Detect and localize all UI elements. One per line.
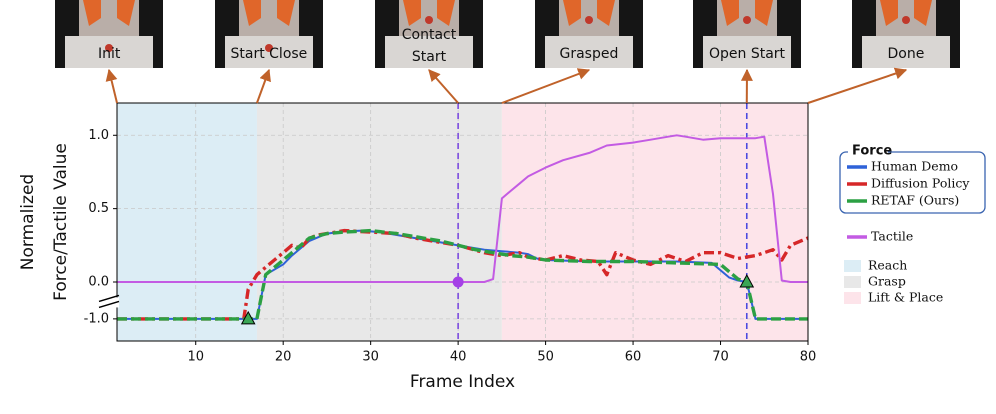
series-line (117, 228, 809, 321)
thumbnail-label: Open Start (709, 46, 786, 62)
x-tick-label: 80 (800, 350, 817, 365)
x-tick-label: 20 (275, 350, 292, 365)
legend-swatch (844, 292, 861, 304)
thumbnail (693, 0, 801, 68)
legend-label: Lift & Place (868, 290, 943, 305)
thumb-gripper (437, 0, 455, 26)
legend-box (839, 151, 986, 214)
callout-arrow (807, 67, 908, 104)
legend-label: RETAF (Ours) (871, 193, 959, 208)
region (256, 103, 502, 341)
thumb-object (105, 44, 113, 52)
axis-break (98, 300, 120, 309)
thumbnail (535, 0, 643, 68)
plot-frame (116, 102, 809, 342)
x-tick-label: 40 (450, 350, 467, 365)
thumb-object (585, 16, 593, 24)
thumbnail-label: Init (98, 46, 121, 62)
marker (240, 310, 256, 325)
thumb-object (425, 16, 433, 24)
thumb-gripper (721, 0, 739, 26)
x-tick-label: 30 (362, 350, 379, 365)
thumbnail (852, 0, 960, 68)
legend-label: Tactile (871, 229, 913, 244)
thumb-gripper (914, 0, 932, 26)
thumbnail-label: Start Close (230, 46, 308, 62)
marker (739, 273, 755, 288)
callout-arrow (428, 69, 459, 104)
axis-break-gap (97, 297, 119, 308)
marker (452, 276, 464, 288)
y-tick-label: 0.5 (88, 201, 109, 216)
legend-label: Reach (868, 258, 907, 273)
thumb-gripper (597, 0, 615, 26)
y-tick-label: 1.0 (88, 128, 109, 143)
legend-title: Force (852, 144, 892, 159)
x-tick-label: 70 (712, 350, 729, 365)
x-tick-label: 10 (187, 350, 204, 365)
callout-arrow (105, 68, 118, 104)
thumbnail (55, 0, 163, 68)
thumb-table (385, 36, 473, 68)
y-tick-label: -1.0 (84, 311, 109, 326)
thumb-gripper (403, 0, 421, 26)
series-line (117, 228, 808, 321)
region (501, 103, 808, 341)
axis-break (98, 294, 120, 303)
thumb-gripper (243, 0, 261, 26)
series-line (117, 134, 808, 283)
legend-label: Diffusion Policy (871, 176, 970, 191)
thumb-gripper (83, 0, 101, 26)
thumb-gripper (277, 0, 295, 26)
thumb-object (265, 44, 273, 52)
x-tick-label: 50 (537, 350, 554, 365)
y-tick-label: 0.0 (88, 275, 109, 290)
thumb-table (862, 36, 950, 68)
y-axis-label: Normalized (18, 174, 38, 270)
x-axis-label: Frame Index (410, 372, 515, 392)
x-tick-label: 60 (625, 350, 642, 365)
thumbnail (375, 0, 483, 68)
callout-arrow (501, 68, 591, 104)
thumbnail-label: Contact Start (401, 27, 457, 65)
thumb-table (703, 36, 791, 68)
thumb-gripper (755, 0, 773, 26)
thumbnail-label: Grasped (559, 46, 619, 62)
region (117, 103, 257, 341)
thumb-gripper (880, 0, 898, 26)
legend-label: Grasp (868, 274, 906, 289)
thumb-table (545, 36, 633, 68)
thumb-gripper (117, 0, 135, 26)
y-axis-label: Force/Tactile Value (51, 143, 71, 301)
thumb-object (902, 16, 910, 24)
callout-arrow (256, 68, 271, 104)
thumbnail (215, 0, 323, 68)
legend-swatch (844, 276, 861, 288)
thumb-object (743, 16, 751, 24)
thumbnail-label: Done (887, 46, 925, 62)
legend-title-bg (848, 144, 888, 158)
legend-label: Human Demo (871, 159, 958, 174)
thumb-gripper (563, 0, 581, 26)
series-line (117, 229, 808, 320)
legend-swatch (844, 260, 861, 272)
